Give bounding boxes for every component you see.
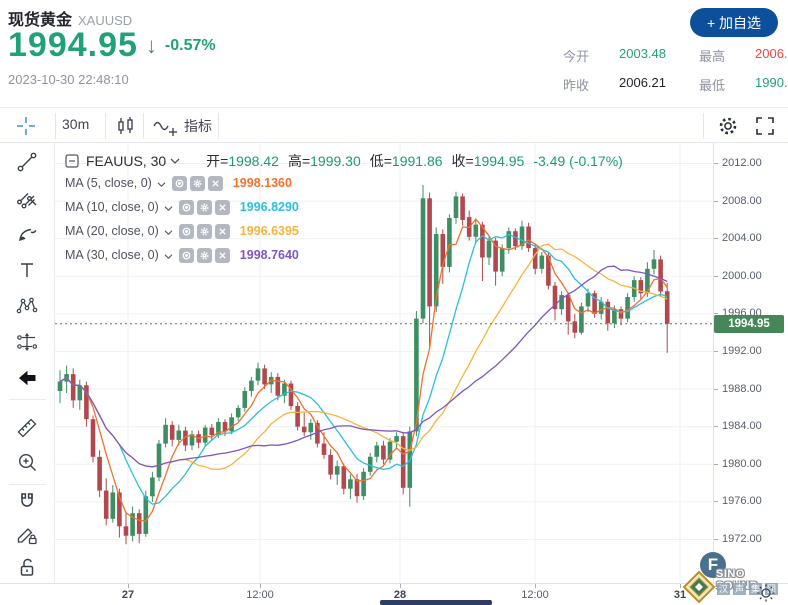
fullscreen-icon[interactable]	[753, 114, 777, 138]
last-price-tag: 1994.95	[714, 314, 784, 333]
ma-visibility-icon[interactable]	[171, 175, 187, 191]
price-axis-label: 2008.00	[714, 194, 762, 207]
time-axis-tick	[400, 584, 401, 588]
timestamp: 2023-10-30 22:48:10	[8, 72, 129, 87]
quote-stats: 今开 2003.48 最高 2006.82 昨收 2006.21 最低 1990…	[563, 46, 788, 94]
ma-remove-icon[interactable]	[214, 223, 230, 239]
ma-settings-icon[interactable]	[189, 175, 205, 191]
position-tool-icon[interactable]	[15, 330, 39, 354]
theme-toggle-sun-icon[interactable]	[756, 583, 778, 603]
prev-close-value: 2006.21	[619, 75, 666, 90]
time-axis-tick	[680, 584, 681, 588]
divider	[9, 484, 46, 485]
indicators-button[interactable]: 指标	[152, 114, 212, 138]
chart-area[interactable]: FEAUUS, 30 开=1998.42 高=1999.30 低=1991.86 收=…	[55, 143, 713, 583]
price-axis-label: 1992.00	[714, 345, 762, 357]
ma-label[interactable]: MA (20, close, 0)	[65, 224, 159, 238]
ma-remove-icon[interactable]	[214, 247, 230, 263]
divider	[55, 113, 56, 139]
ma-line	[59, 243, 668, 471]
divider	[105, 113, 106, 139]
ma-visibility-icon[interactable]	[178, 247, 194, 263]
unlock-icon[interactable]	[15, 555, 39, 579]
ma-settings-icon[interactable]	[196, 247, 212, 263]
text-tool-icon[interactable]	[15, 258, 39, 282]
instrument-name: 现货黄金	[8, 12, 73, 29]
zoom-in-icon[interactable]	[15, 450, 39, 474]
divider	[9, 399, 46, 400]
time-axis-tick	[535, 584, 536, 588]
back-arrow-icon[interactable]	[15, 366, 39, 390]
ma-settings-icon[interactable]	[196, 199, 212, 215]
divider	[143, 113, 144, 139]
legend-symbol[interactable]: FEAUUS, 30	[86, 153, 167, 169]
chart-toolbar: 30m 指标	[0, 107, 788, 143]
open-label: 今开	[563, 49, 590, 64]
divider	[703, 113, 704, 139]
price-axis[interactable]: 2012.00 2008.00 2004.00 2000.00 1996.00 1992.…	[713, 143, 788, 583]
chart-type-icon[interactable]	[114, 114, 138, 138]
price-axis-label: 1980.00	[714, 457, 762, 470]
time-axis-label: 12:00	[246, 589, 274, 601]
high-value: 2006.82	[755, 46, 788, 61]
ma-line	[59, 265, 668, 468]
time-axis-tick	[260, 584, 261, 588]
drawing-tools-sidebar	[0, 143, 55, 583]
open-value: 2003.48	[619, 46, 666, 61]
ma-label[interactable]: MA (5, close, 0)	[65, 176, 152, 190]
ma-visibility-icon[interactable]	[178, 223, 194, 239]
price-axis-label: 2000.00	[714, 269, 762, 282]
price-axis-label: 2004.00	[714, 232, 762, 245]
ma-remove-icon[interactable]	[214, 199, 230, 215]
high-label: 最高	[699, 49, 726, 64]
ma-visibility-icon[interactable]	[178, 199, 194, 215]
crosshair-tool-icon[interactable]	[14, 114, 38, 138]
price-row: 1994.95 ↓ -0.57%	[8, 26, 216, 65]
price-axis-label: 1972.00	[714, 533, 762, 545]
ma-line	[59, 218, 668, 522]
pitchfork-tool-icon[interactable]	[15, 186, 39, 210]
low-label: 最低	[699, 78, 726, 93]
price-axis-label: 2012.00	[714, 157, 762, 169]
brush-tool-icon[interactable]	[15, 222, 39, 246]
low-value: 1990.81	[755, 75, 788, 90]
time-axis-label: 12:00	[521, 589, 549, 601]
timeframe-selector[interactable]: 30m	[62, 116, 90, 132]
ma-line	[59, 233, 668, 505]
time-axis-label: 27	[121, 589, 135, 601]
last-price: 1994.95	[8, 26, 138, 64]
measure-ruler-icon[interactable]	[15, 416, 39, 440]
settings-gear-icon[interactable]	[716, 114, 740, 138]
time-axis-label: 28	[393, 589, 407, 601]
drawing-lock-icon[interactable]	[15, 523, 39, 547]
prev-close-label: 昨收	[563, 78, 590, 93]
price-axis-label: 1988.00	[714, 382, 762, 395]
ma-settings-icon[interactable]	[196, 223, 212, 239]
divider	[218, 113, 219, 139]
xabcd-pattern-tool-icon[interactable]	[15, 294, 39, 318]
trend-line-tool-icon[interactable]	[15, 150, 39, 174]
magnet-tool-icon[interactable]	[15, 490, 39, 514]
ma-remove-icon[interactable]	[207, 175, 223, 191]
instrument-symbol: XAUUSD	[78, 13, 133, 28]
time-axis-tick	[128, 584, 129, 588]
add-watchlist-button[interactable]: + 加自选	[690, 8, 778, 37]
ma-label[interactable]: MA (30, close, 0)	[65, 248, 159, 262]
change-percent: -0.57%	[164, 36, 216, 54]
down-arrow-icon: ↓	[145, 32, 157, 58]
price-axis-label: 1984.00	[714, 420, 762, 433]
indicators-label: 指标	[184, 118, 212, 134]
time-axis-label: 31	[673, 589, 687, 601]
time-axis[interactable]: 27 12:00 28 12:00 31	[0, 583, 788, 605]
price-axis-label: 1976.00	[714, 495, 762, 508]
candlestick-chart[interactable]	[55, 143, 713, 583]
ma-label[interactable]: MA (10, close, 0)	[65, 200, 159, 214]
bottom-bar	[380, 600, 492, 605]
page-title: 现货黄金 XAUUSD	[8, 6, 132, 30]
